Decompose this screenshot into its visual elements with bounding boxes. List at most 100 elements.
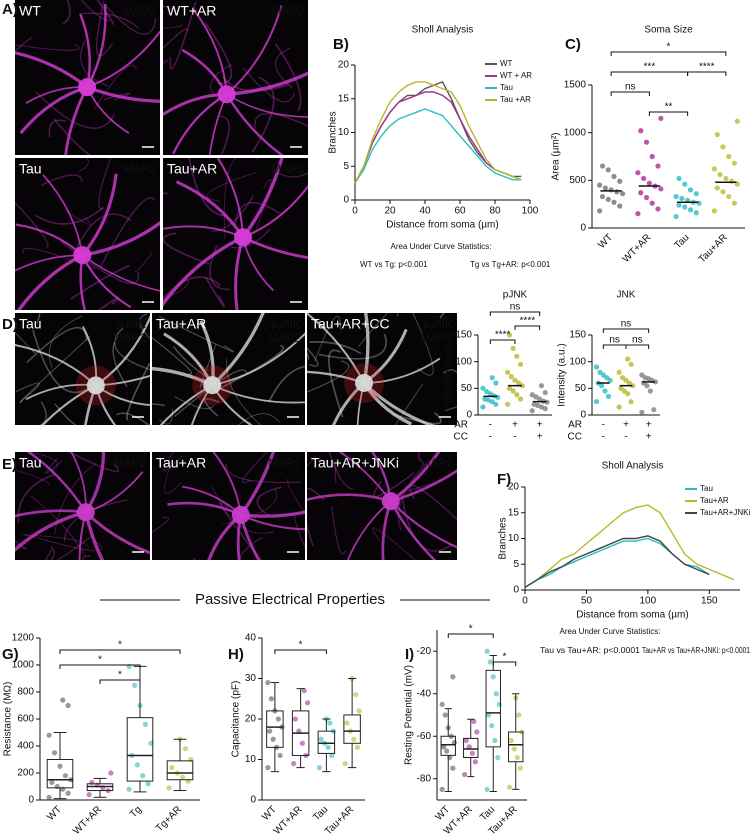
y-tick-label: 5 [513,559,519,570]
box [126,717,154,782]
condition-label: Tau+AR+JNKi [311,455,399,471]
data-point [265,679,271,686]
data-point [471,718,477,724]
significance-bracket [447,633,494,638]
significance-bracket [492,661,517,666]
data-point [599,163,606,169]
neurite [49,546,55,560]
data-point [140,773,146,779]
data-point [46,732,52,738]
box [317,730,336,754]
y-axis-label: Intensity (a.u.) [443,343,454,406]
panel-label: G) [2,646,19,663]
data-point [529,392,535,398]
dendrite [192,8,228,95]
significance-label: **** [699,62,715,73]
box [485,669,501,748]
data-point [597,182,603,188]
data-point [142,721,149,728]
significance-bracket [99,679,141,684]
neurite [307,455,317,467]
data-line [524,535,710,588]
neurite [219,501,263,560]
y-tick-label: 1200 [12,633,35,644]
neurite [287,478,305,514]
dendrite [15,254,83,272]
neurite [94,64,138,110]
dendrite [241,158,284,239]
neurite [134,252,153,272]
neurite [15,43,80,51]
data-point [682,181,688,187]
data-point [487,659,493,665]
condition-label: WT+AR [167,3,216,19]
chart-title: Sholl Analysis [412,25,474,36]
neurite [40,174,83,186]
dendrite [389,500,437,560]
data-point [620,375,626,381]
data-point [480,385,486,391]
x-tick-label: 50 [581,596,593,607]
dendrite [81,254,160,292]
dendrite [212,332,305,387]
neurite [15,201,49,248]
data-point [638,128,644,134]
neurite [256,486,282,517]
data-point [46,794,52,800]
neurite [17,473,56,524]
neurite [334,464,337,484]
data-point [318,736,324,742]
significance-label: * [299,640,303,651]
dendrite [216,158,244,238]
neurite [62,0,71,25]
data-point [57,763,63,769]
legend-label: WT [500,59,513,68]
data-point [493,380,499,386]
data-point [496,701,502,707]
data-point [484,388,490,395]
legend-label: WT + AR [500,71,532,80]
significance-bracket [489,339,516,344]
data-point [517,765,523,771]
soma [381,492,400,511]
condition-label: WT [19,3,41,19]
condition-label: Tau+AR+CC [311,316,390,332]
dendrite [338,452,392,502]
x-tick-label: WT+AR [621,232,654,265]
significance-label: * [118,670,122,681]
data-line [354,81,522,184]
data-point [466,744,472,750]
dendrite [159,384,213,425]
data-point [462,771,468,778]
y-axis-label: Intensity (a.u.) [557,343,568,406]
y-tick-label: 50 [461,383,473,394]
y-tick-label: -80 [417,773,432,784]
micrograph [152,313,305,425]
dendrite [240,510,305,518]
neurite [225,463,302,484]
data-point [714,185,720,191]
data-point [510,388,516,394]
neurite [307,487,325,547]
y-axis-label: Resting Potential (mV) [404,665,415,765]
data-point [342,760,348,767]
neurite [206,171,257,202]
data-point [62,773,69,779]
neurite [231,228,271,249]
legend-label: Tau [500,83,513,92]
stain-label: pJNK [117,317,146,331]
neurite [125,362,150,421]
x-tick-label: 0 [352,206,358,217]
neurite [331,505,347,555]
data-point [625,356,631,362]
neurite [65,210,92,226]
micrograph [307,452,457,560]
data-point [299,740,305,746]
dendrite [381,500,393,560]
dendrite [82,221,160,257]
neurite [163,5,176,12]
stain-label: MAP2 [271,4,304,18]
neurite [372,527,416,560]
significance-bracket [274,649,327,654]
dendrite [362,313,370,384]
